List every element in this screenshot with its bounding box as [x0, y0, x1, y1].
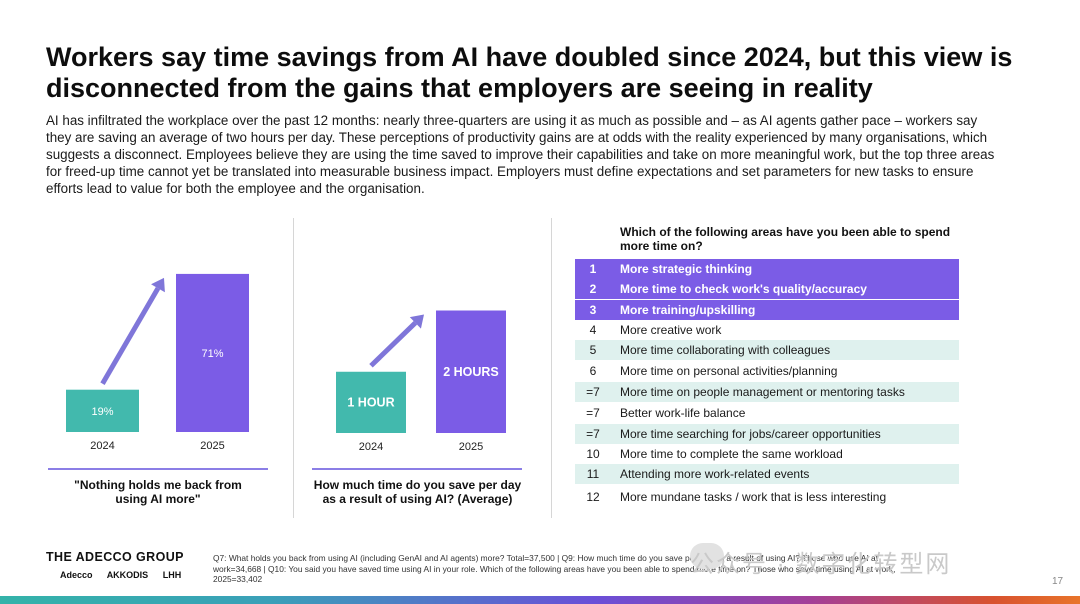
data-label-2025: 71% — [201, 348, 223, 360]
tick-label-2025: 2025 — [200, 440, 224, 452]
ranking-label: More time to check work's quality/accura… — [620, 282, 867, 296]
ranking-row: 4 More creative work — [575, 320, 959, 340]
growth-arrow-head — [151, 277, 165, 293]
ranking-label: More time on personal activities/plannin… — [620, 364, 838, 378]
brand-akkodis: AKKODIS — [106, 570, 149, 580]
ranking-row: 10 More time to complete the same workloa… — [575, 444, 959, 464]
ranking-label: More creative work — [620, 323, 722, 337]
ranking-number: 2 — [589, 282, 597, 296]
ranking-number: 6 — [589, 364, 597, 378]
ranking-question: Which of the following areas have you be… — [620, 225, 951, 253]
chart1-caption: "Nothing holds me back from using AI mor… — [74, 478, 242, 506]
ranking-row: 3 More training/upskilling — [575, 300, 959, 320]
tick-label-2025: 2025 — [459, 441, 483, 453]
ranking-number: 5 — [589, 343, 597, 357]
wechat-icon — [690, 543, 724, 569]
ranking-row: 5 More time collaborating with colleagues — [575, 340, 959, 360]
ranking-row: =7 Better work-life balance — [575, 403, 959, 423]
intro-paragraph: AI has infiltrated the workplace over th… — [46, 113, 995, 196]
ranking-row: 1 More strategic thinking — [575, 259, 959, 279]
tick-label-2024: 2024 — [359, 441, 383, 453]
data-label-2025: 2 HOURS — [443, 365, 499, 379]
chart-ai-holds-back: 19% 2024 71% 2025 — [66, 273, 249, 452]
ranking-label: Better work-life balance — [620, 406, 746, 420]
footer-gradient-bar — [0, 596, 1080, 604]
divider-left — [293, 218, 294, 518]
ranking-number: =7 — [586, 427, 600, 441]
bar-2025 — [176, 273, 249, 432]
bar-2025 — [436, 310, 506, 433]
ranking-row: 6 More time on personal activities/planni… — [575, 361, 959, 381]
footnote: Q7: What holds you back from using AI (i… — [213, 553, 896, 584]
data-label-2024: 1 HOUR — [347, 395, 394, 409]
ranking-number: 4 — [589, 323, 597, 337]
ranking-label: More time collaborating with colleagues — [620, 343, 831, 357]
ranking-row: =7 More time on people management or ment… — [575, 382, 959, 402]
ranking-label: More time on people management or mentor… — [620, 385, 905, 399]
bar-2024 — [336, 371, 406, 433]
ranking-number: 3 — [589, 303, 597, 317]
ranking-number: =7 — [586, 385, 600, 399]
page-title: Workers say time savings from AI have do… — [46, 42, 1013, 103]
adecco-group-logo: THE ADECCO GROUP — [46, 550, 184, 564]
ranking-label: More training/upskilling — [620, 303, 756, 317]
ranking-label: Attending more work-related events — [620, 467, 810, 481]
brand-lhh: LHH — [162, 570, 182, 580]
data-label-2024: 19% — [91, 406, 113, 418]
ranking-number: 11 — [586, 467, 600, 481]
ranking-number: =7 — [586, 406, 600, 420]
ranking-label: More time searching for jobs/career oppo… — [620, 427, 881, 441]
ranking-row: 11 Attending more work-related events — [575, 464, 959, 484]
brand-adecco: Adecco — [60, 570, 93, 580]
ranking-row: =7 More time searching for jobs/career op… — [575, 424, 959, 444]
page-number: 17 — [1052, 576, 1064, 587]
tick-label-2024: 2024 — [90, 440, 114, 452]
ranking-number: 1 — [589, 262, 597, 276]
caption-line-1 — [48, 468, 268, 470]
brand-logos: Adecco AKKODIS LHH — [60, 570, 193, 580]
chart2-caption: How much time do you save per day as a r… — [313, 478, 522, 506]
growth-arrow-shaft — [100, 287, 161, 385]
watermark: 公众号 · 数字化转型网 — [690, 551, 952, 578]
bar-2024 — [66, 389, 139, 432]
ranking-label: More time to complete the same workload — [620, 447, 843, 461]
ranking-number: 10 — [586, 447, 600, 461]
growth-arrow-shaft — [369, 321, 418, 368]
ranking-label: More mundane tasks / work that is less i… — [620, 490, 887, 504]
chart-time-saved: 1 HOUR 2024 2 HOURS 2025 — [336, 310, 506, 453]
divider-right — [551, 218, 552, 518]
ranking-row: 12 More mundane tasks / work that is less… — [575, 487, 959, 507]
caption-line-2 — [312, 468, 522, 470]
growth-arrow-head — [409, 314, 424, 329]
ranking-row: 2 More time to check work's quality/accur… — [575, 279, 959, 299]
ranking-label: More strategic thinking — [620, 262, 753, 276]
ranking-number: 12 — [586, 490, 600, 504]
